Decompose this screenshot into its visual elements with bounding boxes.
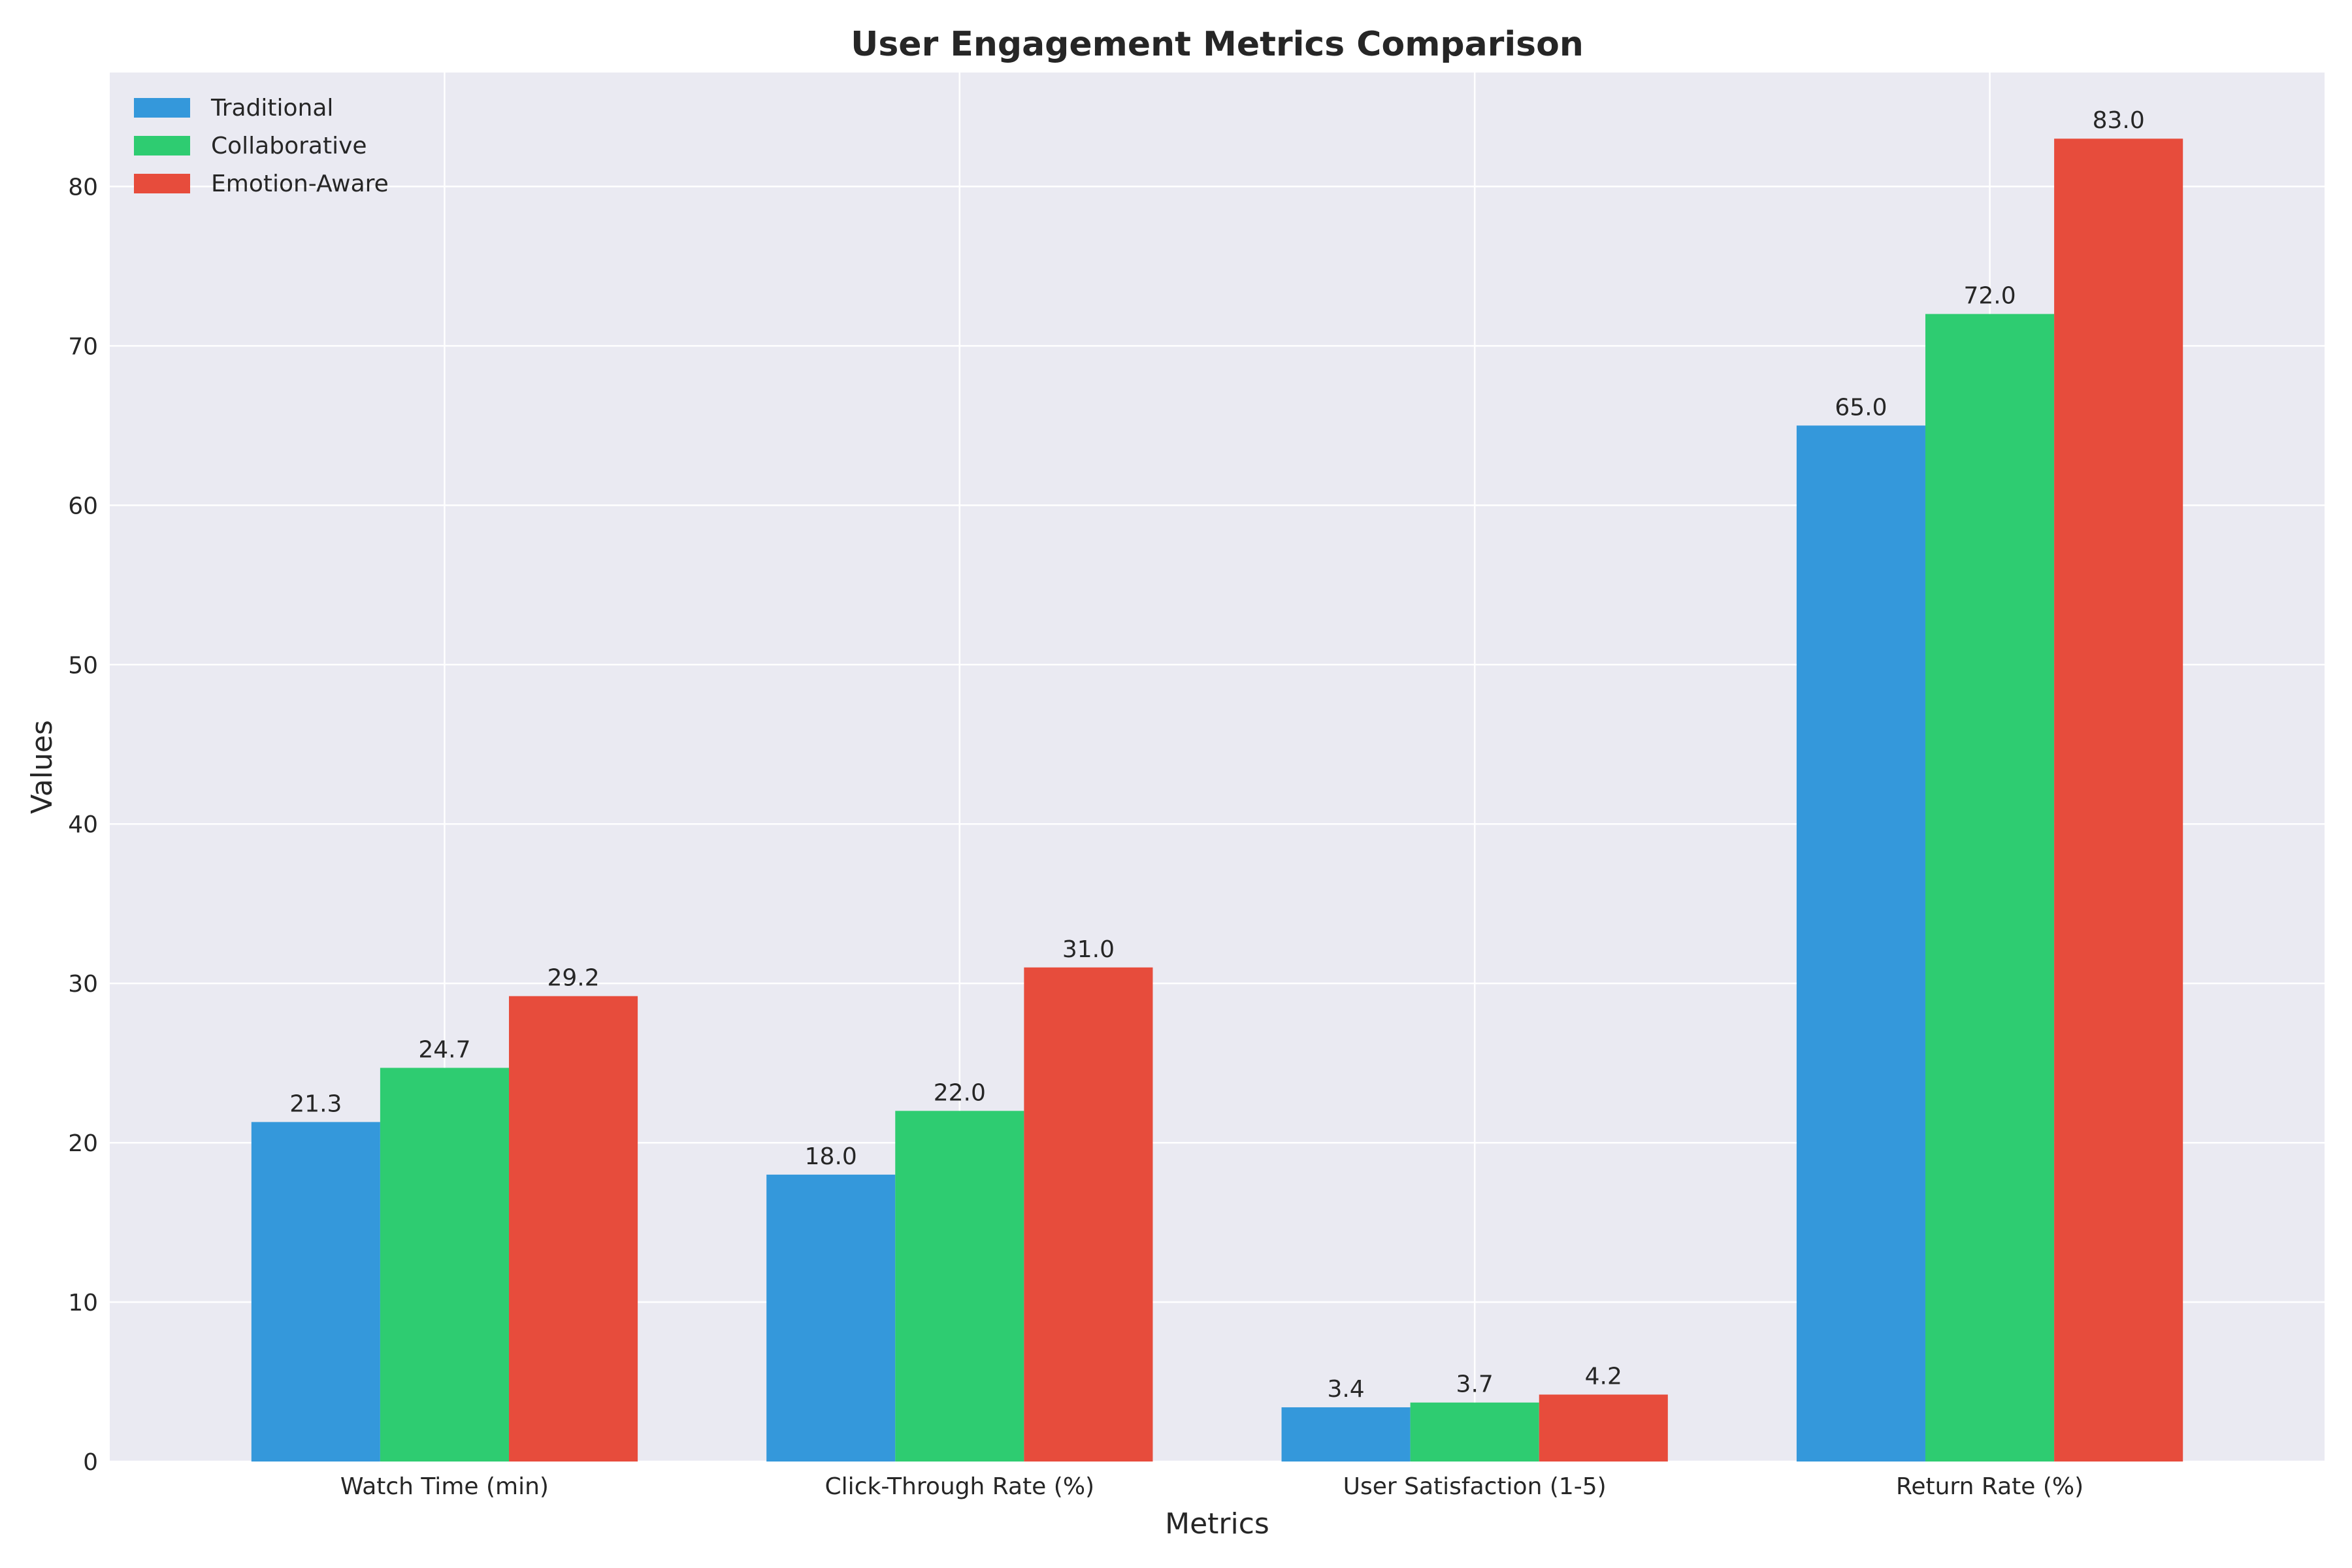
bar-traditional <box>251 1122 380 1462</box>
y-tick-label: 0 <box>83 1449 98 1476</box>
bar-value-label: 18.0 <box>805 1143 857 1170</box>
x-tick-label: Watch Time (min) <box>340 1473 549 1500</box>
bar-value-label: 29.2 <box>547 965 599 992</box>
bar-value-label: 31.0 <box>1062 936 1115 963</box>
bar-emotion-aware <box>2054 139 2183 1462</box>
legend-swatch <box>134 98 190 118</box>
y-axis-ticks: 0 10 20 30 40 50 60 70 80 <box>68 174 98 1476</box>
x-tick-label: Click-Through Rate (%) <box>825 1473 1095 1500</box>
legend-label: Traditional <box>210 95 333 122</box>
bar-value-label: 21.3 <box>289 1090 342 1117</box>
bar-value-label: 4.2 <box>1585 1364 1622 1390</box>
legend-swatch <box>134 174 190 193</box>
bar-value-label: 24.7 <box>418 1036 470 1063</box>
y-axis-title: Values <box>25 720 59 814</box>
bar-value-label: 3.4 <box>1327 1376 1364 1403</box>
legend-label: Emotion-Aware <box>211 171 389 197</box>
y-tick-label: 40 <box>68 811 98 838</box>
legend-label: Collaborative <box>211 133 367 159</box>
bar-value-label: 72.0 <box>1963 283 2016 310</box>
bar-collaborative <box>1925 314 2055 1462</box>
x-axis-ticks: Watch Time (min) Click-Through Rate (%) Us… <box>340 1473 2083 1500</box>
y-tick-label: 80 <box>68 174 98 201</box>
y-tick-label: 60 <box>68 493 98 519</box>
y-tick-label: 50 <box>68 652 98 679</box>
bar-emotion-aware <box>508 996 638 1462</box>
bar-emotion-aware <box>1539 1394 1668 1462</box>
bar-value-label: 83.0 <box>2093 107 2145 134</box>
bar-value-label: 22.0 <box>934 1079 986 1106</box>
x-tick-label: User Satisfaction (1-5) <box>1343 1473 1607 1500</box>
legend: Traditional Collaborative Emotion-Aware <box>134 95 389 197</box>
x-axis-title: Metrics <box>1165 1507 1269 1541</box>
bar-collaborative <box>380 1068 509 1462</box>
x-tick-label: Return Rate (%) <box>1896 1473 2083 1500</box>
bar-value-label: 65.0 <box>1835 394 1887 421</box>
bar-value-label: 3.7 <box>1456 1371 1494 1398</box>
bar-collaborative <box>1410 1402 1539 1462</box>
bar-traditional <box>1281 1407 1411 1462</box>
y-tick-label: 10 <box>68 1290 98 1316</box>
bars <box>251 139 2183 1462</box>
y-tick-label: 30 <box>68 971 98 998</box>
legend-swatch <box>134 136 190 155</box>
y-tick-label: 70 <box>68 333 98 360</box>
chart-title: User Engagement Metrics Comparison <box>851 25 1584 64</box>
bar-traditional <box>766 1174 896 1462</box>
bar-traditional <box>1796 425 1926 1462</box>
y-tick-label: 20 <box>68 1130 98 1157</box>
bar-collaborative <box>895 1111 1024 1462</box>
bar-emotion-aware <box>1024 967 1153 1462</box>
bar-labels: 21.3 18.0 3.4 65.0 24.7 22.0 3.7 72.0 29.2 31.0 4.… <box>289 107 2144 1403</box>
